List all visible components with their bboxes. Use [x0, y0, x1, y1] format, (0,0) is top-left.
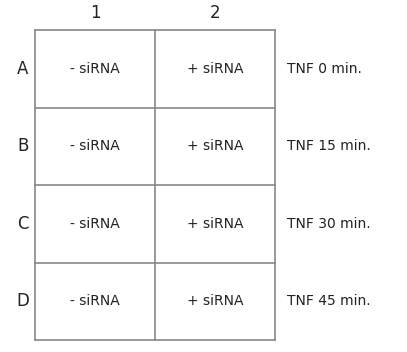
- Text: TNF 0 min.: TNF 0 min.: [287, 62, 362, 76]
- Text: + siRNA: + siRNA: [187, 139, 243, 153]
- Text: A: A: [18, 60, 28, 78]
- Text: TNF 45 min.: TNF 45 min.: [287, 294, 371, 308]
- Text: - siRNA: - siRNA: [70, 62, 120, 76]
- Text: + siRNA: + siRNA: [187, 217, 243, 231]
- Text: TNF 30 min.: TNF 30 min.: [287, 217, 371, 231]
- Text: + siRNA: + siRNA: [187, 62, 243, 76]
- Text: - siRNA: - siRNA: [70, 217, 120, 231]
- Text: TNF 15 min.: TNF 15 min.: [287, 139, 371, 153]
- Text: C: C: [17, 215, 29, 233]
- Text: D: D: [17, 292, 29, 310]
- Text: B: B: [18, 137, 28, 155]
- Text: 2: 2: [210, 4, 220, 22]
- Text: - siRNA: - siRNA: [70, 294, 120, 308]
- Text: - siRNA: - siRNA: [70, 139, 120, 153]
- Text: + siRNA: + siRNA: [187, 294, 243, 308]
- Text: 1: 1: [90, 4, 100, 22]
